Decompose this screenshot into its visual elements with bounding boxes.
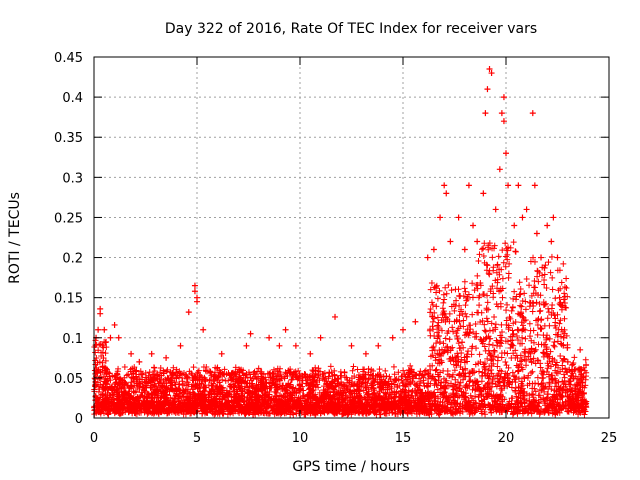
x-tick-label: 20 xyxy=(498,431,515,446)
roti-point xyxy=(332,313,339,320)
roti-point xyxy=(292,342,299,349)
roti-point xyxy=(474,238,481,245)
roti-point xyxy=(307,350,314,357)
roti-point xyxy=(544,222,551,229)
roti-point xyxy=(389,334,396,341)
roti-point xyxy=(430,246,437,253)
roti-point xyxy=(488,70,495,77)
roti-point xyxy=(400,326,406,333)
roti-point xyxy=(375,342,382,349)
roti-point xyxy=(515,182,522,189)
y-tick-label: 0.05 xyxy=(54,372,83,387)
y-tick-label: 0.4 xyxy=(62,91,83,106)
roti-point xyxy=(548,238,555,245)
roti-point xyxy=(163,354,170,361)
roti-point xyxy=(424,254,431,261)
x-tick-label: 5 xyxy=(193,431,201,446)
roti-point xyxy=(465,182,472,189)
roti-point xyxy=(247,330,254,337)
roti-point xyxy=(455,214,462,221)
roti-point xyxy=(511,222,518,229)
axis-ticks: 0 0.05 0.1 0.15 0.2 0.25 0.3 0.35 0.4 0.45 0 5 10 15 2… xyxy=(54,51,617,446)
x-tick-label: 25 xyxy=(601,431,618,446)
x-tick-label: 0 xyxy=(90,431,98,446)
roti-point xyxy=(531,182,538,189)
roti-point xyxy=(362,350,369,357)
roti-point xyxy=(443,190,450,197)
x-tick-label: 15 xyxy=(395,431,412,446)
grid xyxy=(94,57,609,418)
roti-point xyxy=(519,214,526,221)
roti-point xyxy=(484,86,491,93)
roti-point xyxy=(148,350,155,357)
roti-point xyxy=(498,110,505,117)
roti-point xyxy=(107,334,114,341)
y-tick-label: 0.1 xyxy=(62,332,83,347)
roti-point xyxy=(276,342,283,349)
y-tick-label: 0.3 xyxy=(62,171,83,186)
roti-point xyxy=(461,246,468,253)
y-tick-label: 0 xyxy=(75,412,83,427)
roti-point xyxy=(111,321,118,328)
plot-frame xyxy=(93,56,610,419)
roti-point xyxy=(412,318,419,325)
y-tick-label: 0.25 xyxy=(54,211,83,226)
roti-point xyxy=(437,214,444,221)
roti-point xyxy=(194,298,200,305)
roti-point xyxy=(447,238,454,245)
roti-point xyxy=(505,182,512,189)
roti-point xyxy=(191,282,198,289)
roti-point xyxy=(177,342,184,349)
roti-point xyxy=(348,342,355,349)
roti-point xyxy=(529,110,536,117)
roti-point xyxy=(95,326,102,333)
roti-point xyxy=(282,326,289,333)
roti-point xyxy=(470,222,477,229)
y-tick-label: 0.45 xyxy=(54,51,83,66)
roti-point xyxy=(97,305,104,312)
roti-point xyxy=(101,326,108,333)
roti-point xyxy=(500,94,507,101)
roti-point xyxy=(523,206,530,213)
roti-point xyxy=(564,358,571,365)
roti-point xyxy=(503,150,509,157)
roti-point xyxy=(486,66,493,73)
roti-point xyxy=(556,294,563,301)
roti-point xyxy=(243,342,250,349)
roti-point xyxy=(191,288,198,295)
roti-point xyxy=(266,334,273,341)
y-tick-label: 0.15 xyxy=(54,292,83,307)
roti-point xyxy=(538,254,545,261)
roti-point xyxy=(575,366,582,373)
roti-point xyxy=(496,166,503,173)
roti-point xyxy=(128,350,135,357)
y-tick-label: 0.2 xyxy=(62,252,83,267)
chart-title: Day 322 of 2016, Rate Of TEC Index for r… xyxy=(165,21,537,37)
roti-point xyxy=(492,206,499,213)
roti-point-cloud xyxy=(91,239,590,418)
roti-point xyxy=(317,334,324,341)
y-axis-label: ROTI / TECUs xyxy=(7,192,23,284)
roti-point xyxy=(136,358,143,365)
roti-point xyxy=(482,110,489,117)
roti-point xyxy=(115,334,122,341)
roti-point xyxy=(480,190,487,197)
roti-point xyxy=(218,350,225,357)
scatter-points xyxy=(91,66,590,418)
roti-point xyxy=(533,230,540,237)
roti-point xyxy=(185,309,192,316)
y-tick-label: 0.35 xyxy=(54,131,83,146)
roti-point xyxy=(560,334,567,341)
roti-point xyxy=(550,214,557,221)
x-axis-label: GPS time / hours xyxy=(292,459,409,475)
roti-point xyxy=(554,254,561,261)
roti-point xyxy=(200,326,207,333)
x-tick-label: 10 xyxy=(292,431,309,446)
roti-point xyxy=(441,182,448,189)
roti-point xyxy=(577,346,584,353)
roti-point xyxy=(500,118,507,125)
